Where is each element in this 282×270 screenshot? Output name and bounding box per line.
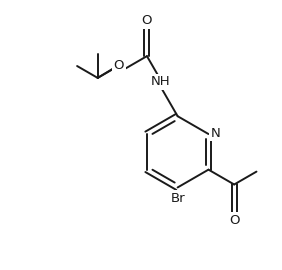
- Text: NH: NH: [151, 75, 171, 88]
- Text: O: O: [142, 14, 152, 27]
- Text: O: O: [114, 59, 124, 72]
- Text: N: N: [211, 127, 220, 140]
- Text: Br: Br: [170, 192, 185, 205]
- Text: O: O: [229, 214, 239, 227]
